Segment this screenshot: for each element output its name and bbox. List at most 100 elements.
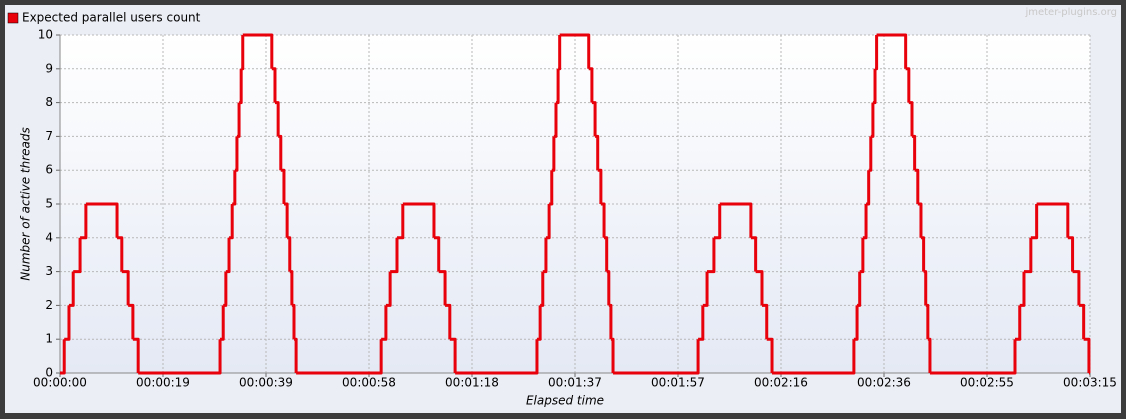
step <box>917 202 923 238</box>
y-tick-label: 9 <box>45 61 53 75</box>
x-tick-label: 00:01:18 <box>445 376 499 390</box>
step <box>234 136 239 172</box>
step <box>859 237 865 274</box>
step <box>287 236 292 272</box>
step <box>85 202 119 238</box>
x-axis-label: Elapsed time <box>526 394 604 408</box>
step <box>278 134 283 171</box>
step <box>606 270 611 306</box>
step <box>872 68 877 105</box>
step <box>868 136 873 172</box>
x-tick-label: 00:02:36 <box>857 376 911 390</box>
x-tick-label: 00:00:39 <box>239 376 293 390</box>
x-tick-label: 00:01:57 <box>651 376 705 390</box>
x-tick-label: 00:02:16 <box>754 376 808 390</box>
y-tick-label: 0 <box>45 366 53 380</box>
step <box>1036 202 1070 238</box>
step <box>588 67 594 103</box>
step <box>402 202 436 238</box>
step <box>1067 236 1075 272</box>
step <box>132 337 140 373</box>
step <box>438 270 447 306</box>
step <box>60 339 66 375</box>
step <box>239 68 243 105</box>
y-tick-label: 2 <box>45 298 53 312</box>
y-tick-label: 8 <box>45 95 53 109</box>
step <box>433 236 441 272</box>
step <box>698 305 705 341</box>
y-tick-label: 7 <box>45 129 53 143</box>
y-tick-label: 5 <box>45 197 53 211</box>
step <box>862 204 868 240</box>
step <box>613 339 700 375</box>
step <box>232 170 237 206</box>
step <box>908 101 914 137</box>
step <box>927 337 932 373</box>
step <box>600 202 606 238</box>
step <box>545 204 551 240</box>
step <box>385 271 392 307</box>
step <box>64 305 71 341</box>
step <box>755 270 764 306</box>
x-tick-label: 00:02:55 <box>960 376 1014 390</box>
step <box>1083 337 1091 373</box>
step <box>905 67 911 103</box>
step <box>911 134 917 171</box>
y-tick-label: 6 <box>45 163 53 177</box>
step <box>750 236 758 272</box>
step <box>80 204 88 240</box>
y-tick-label: 4 <box>45 230 53 244</box>
step <box>876 33 908 69</box>
x-tick-label: 00:00:19 <box>136 376 190 390</box>
step <box>293 337 298 373</box>
step <box>875 35 879 71</box>
step <box>591 101 597 137</box>
step <box>128 303 135 340</box>
step <box>713 204 722 240</box>
step <box>236 102 241 138</box>
step <box>1030 204 1039 240</box>
step <box>445 303 452 340</box>
x-tick-label: 00:00:58 <box>342 376 396 390</box>
step <box>296 339 383 375</box>
step <box>138 339 222 375</box>
x-tick-label: 00:01:37 <box>548 376 602 390</box>
step <box>559 33 591 69</box>
step <box>925 303 930 340</box>
step <box>766 337 774 373</box>
step <box>610 337 615 373</box>
step <box>866 170 871 206</box>
step <box>853 305 859 341</box>
step <box>914 168 920 204</box>
step <box>283 202 289 238</box>
step <box>121 270 130 306</box>
step <box>551 136 556 172</box>
step <box>449 337 457 373</box>
step <box>857 271 862 307</box>
step <box>549 170 554 206</box>
step <box>558 35 562 71</box>
step <box>555 68 560 105</box>
step <box>1014 305 1022 341</box>
step <box>242 33 274 69</box>
step <box>707 237 716 274</box>
step <box>73 237 82 274</box>
step <box>280 168 286 204</box>
watermark: jmeter-plugins.org <box>1024 7 1117 18</box>
y-tick-label: 1 <box>45 332 53 346</box>
step <box>274 101 280 137</box>
step <box>1019 271 1026 307</box>
step <box>920 236 926 272</box>
y-tick-label: 10 <box>38 28 53 42</box>
step <box>929 339 1017 375</box>
legend-label: Expected parallel users count <box>22 11 201 25</box>
step <box>225 237 231 274</box>
step <box>542 237 548 274</box>
step <box>604 236 609 272</box>
step <box>702 271 709 307</box>
step <box>241 35 245 71</box>
step <box>1023 237 1033 274</box>
x-tick-label: 00:03:15 <box>1063 376 1117 390</box>
